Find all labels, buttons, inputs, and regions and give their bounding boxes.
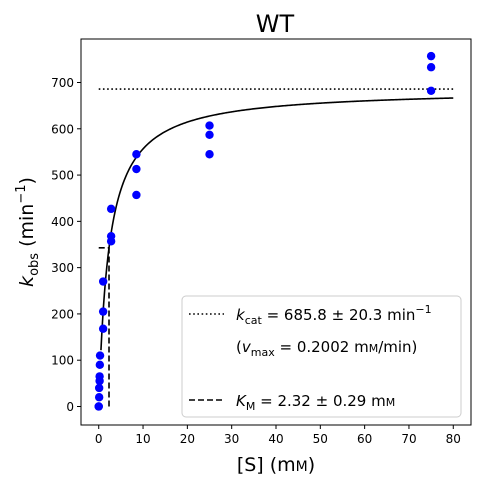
y-tick-label: 200 [51, 307, 74, 321]
data-point [95, 372, 104, 381]
x-tick-label: 30 [224, 432, 239, 446]
x-axis-label: [S] (mM) [237, 454, 315, 476]
y-tick-label: 0 [66, 400, 74, 414]
x-tick-label: 0 [95, 432, 103, 446]
legend-km-label: KM = 2.32 ± 0.29 mM [236, 392, 395, 413]
data-point [95, 351, 105, 360]
legend: kcat = 685.8 ± 20.3 min−1 (vmax = 0.2002… [181, 295, 462, 418]
legend-vmax-label: (vmax = 0.2002 mM/min) [236, 338, 417, 359]
data-point [205, 150, 214, 159]
data-point [132, 164, 141, 174]
x-tick-label: 80 [446, 432, 461, 446]
data-point [426, 51, 436, 61]
data-point [98, 277, 108, 286]
legend-kcat-label: kcat = 685.8 ± 20.3 min−1 [236, 303, 432, 327]
data-point [106, 204, 116, 214]
chart-title: WT [256, 10, 295, 38]
x-tick-label: 70 [401, 432, 416, 446]
y-tick-label: 400 [51, 215, 74, 229]
data-point [106, 231, 116, 241]
y-tick-label: 100 [51, 354, 74, 368]
y-tick-label: 300 [51, 261, 74, 275]
data-point [205, 121, 214, 130]
fit-curve [100, 97, 454, 351]
y-tick-label: 600 [51, 122, 74, 136]
legend-box [181, 295, 462, 418]
x-tick-label: 20 [180, 432, 195, 446]
y-tick-label: 700 [51, 76, 74, 90]
data-point [94, 383, 104, 393]
data-point [98, 324, 108, 333]
x-tick-label: 50 [313, 432, 328, 446]
data-point [94, 393, 104, 402]
data-point [426, 86, 436, 96]
data-point [94, 402, 103, 411]
y-tick-label: 500 [51, 169, 74, 183]
data-point [205, 130, 214, 140]
y-axis-label: kobs (min−1) [14, 177, 42, 287]
x-tick-label: 40 [268, 432, 283, 446]
data-point [132, 150, 141, 159]
data-point [132, 190, 141, 200]
x-tick-label: 60 [357, 432, 372, 446]
data-point [98, 307, 108, 316]
data-point [426, 63, 436, 72]
x-tick-label: 10 [135, 432, 150, 446]
data-point [95, 360, 105, 370]
